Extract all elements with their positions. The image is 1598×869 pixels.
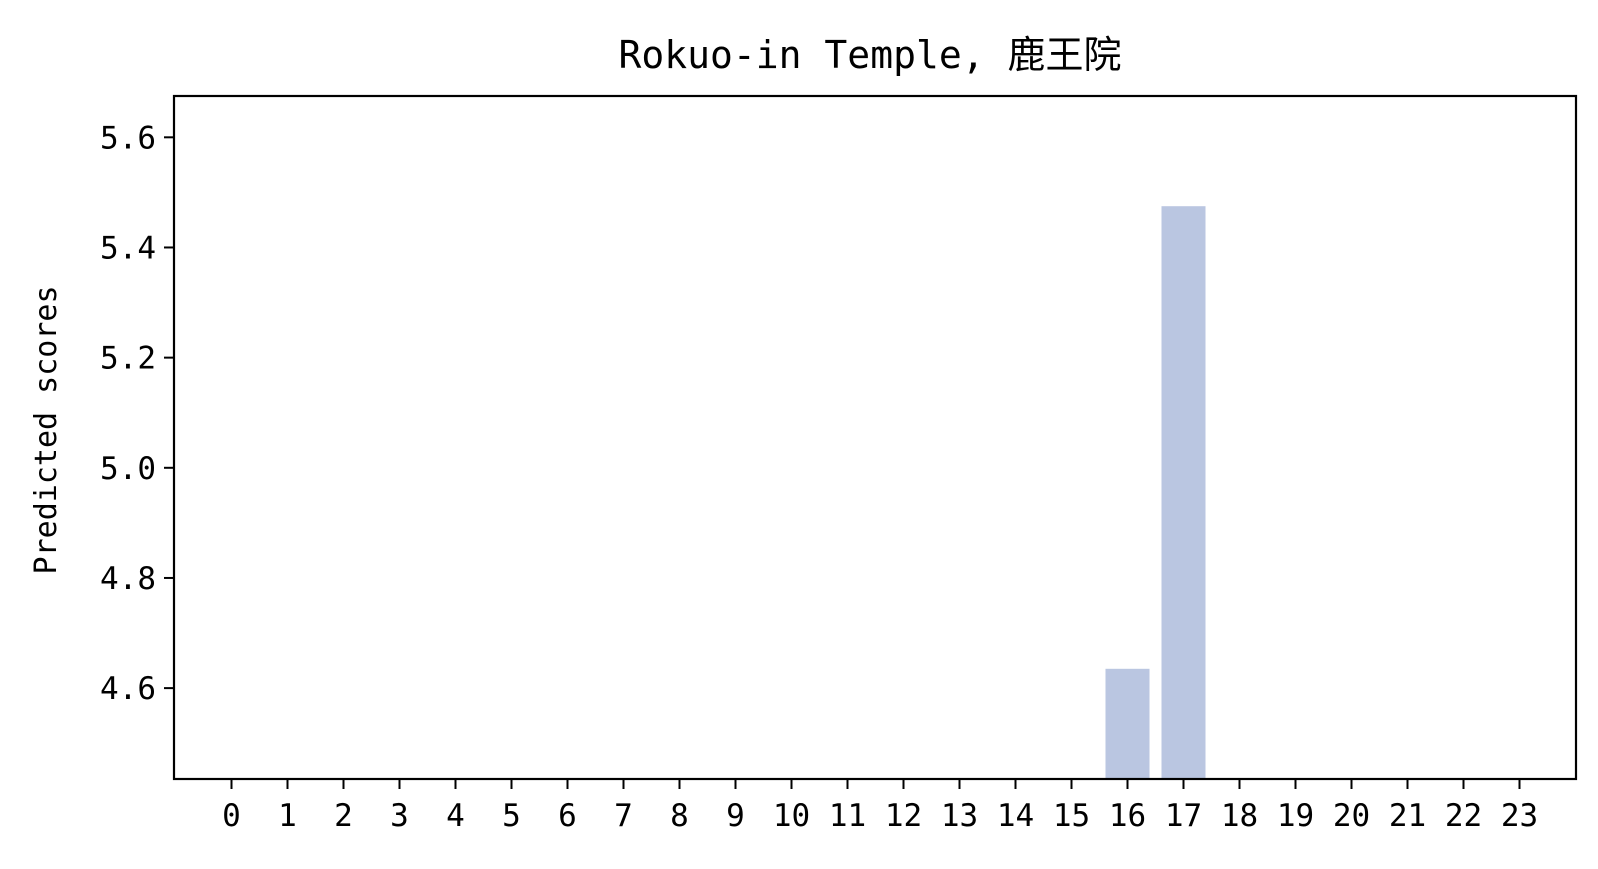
- x-tick-label: 1: [278, 798, 297, 834]
- y-tick-label: 5.0: [100, 451, 156, 487]
- x-tick-label: 16: [1109, 798, 1146, 834]
- x-tick-label: 3: [390, 798, 409, 834]
- x-tick-label: 4: [446, 798, 465, 834]
- y-tick-label: 4.6: [100, 671, 156, 707]
- x-tick-label: 23: [1501, 798, 1538, 834]
- x-tick-label: 18: [1221, 798, 1258, 834]
- plot-area-frame: [172, 94, 1578, 781]
- y-tick-label: 4.8: [100, 561, 156, 597]
- bar-17: [1161, 206, 1206, 779]
- x-tick-label: 11: [829, 798, 866, 834]
- x-tick-label: 5: [502, 798, 521, 834]
- x-tick-label: 19: [1277, 798, 1314, 834]
- x-tick-label: 9: [726, 798, 745, 834]
- x-tick-label: 7: [614, 798, 633, 834]
- x-tick-label: 13: [941, 798, 978, 834]
- x-tick-label: 0: [222, 798, 241, 834]
- x-tick-label: 12: [885, 798, 922, 834]
- x-tick-label: 15: [1053, 798, 1090, 834]
- x-tick-label: 14: [997, 798, 1034, 834]
- x-tick-label: 20: [1333, 798, 1370, 834]
- y-tick-label: 5.6: [100, 120, 156, 156]
- x-axis-ticks: 0 1 2 3 4 5 6 7 8 9 10 11 12 13 14 15 16 17 18 19 20 21 22 23: [222, 779, 1538, 834]
- x-tick-label: 10: [773, 798, 810, 834]
- chart-title: Rokuo-in Temple, 鹿王院: [619, 33, 1122, 77]
- x-tick-label: 6: [558, 798, 577, 834]
- y-tick-label: 5.2: [100, 341, 156, 377]
- y-axis-label: Predicted scores: [29, 286, 64, 575]
- x-tick-label: 8: [670, 798, 689, 834]
- bar-16: [1105, 668, 1150, 779]
- x-tick-label: 22: [1445, 798, 1482, 834]
- y-axis-ticks: 4.6 4.8 5.0 5.2 5.4 5.6: [100, 120, 174, 707]
- x-tick-label: 2: [334, 798, 353, 834]
- y-tick-label: 5.4: [100, 230, 156, 266]
- bars-group: [1105, 206, 1206, 779]
- x-tick-label: 17: [1165, 798, 1202, 834]
- x-tick-label: 21: [1389, 798, 1426, 834]
